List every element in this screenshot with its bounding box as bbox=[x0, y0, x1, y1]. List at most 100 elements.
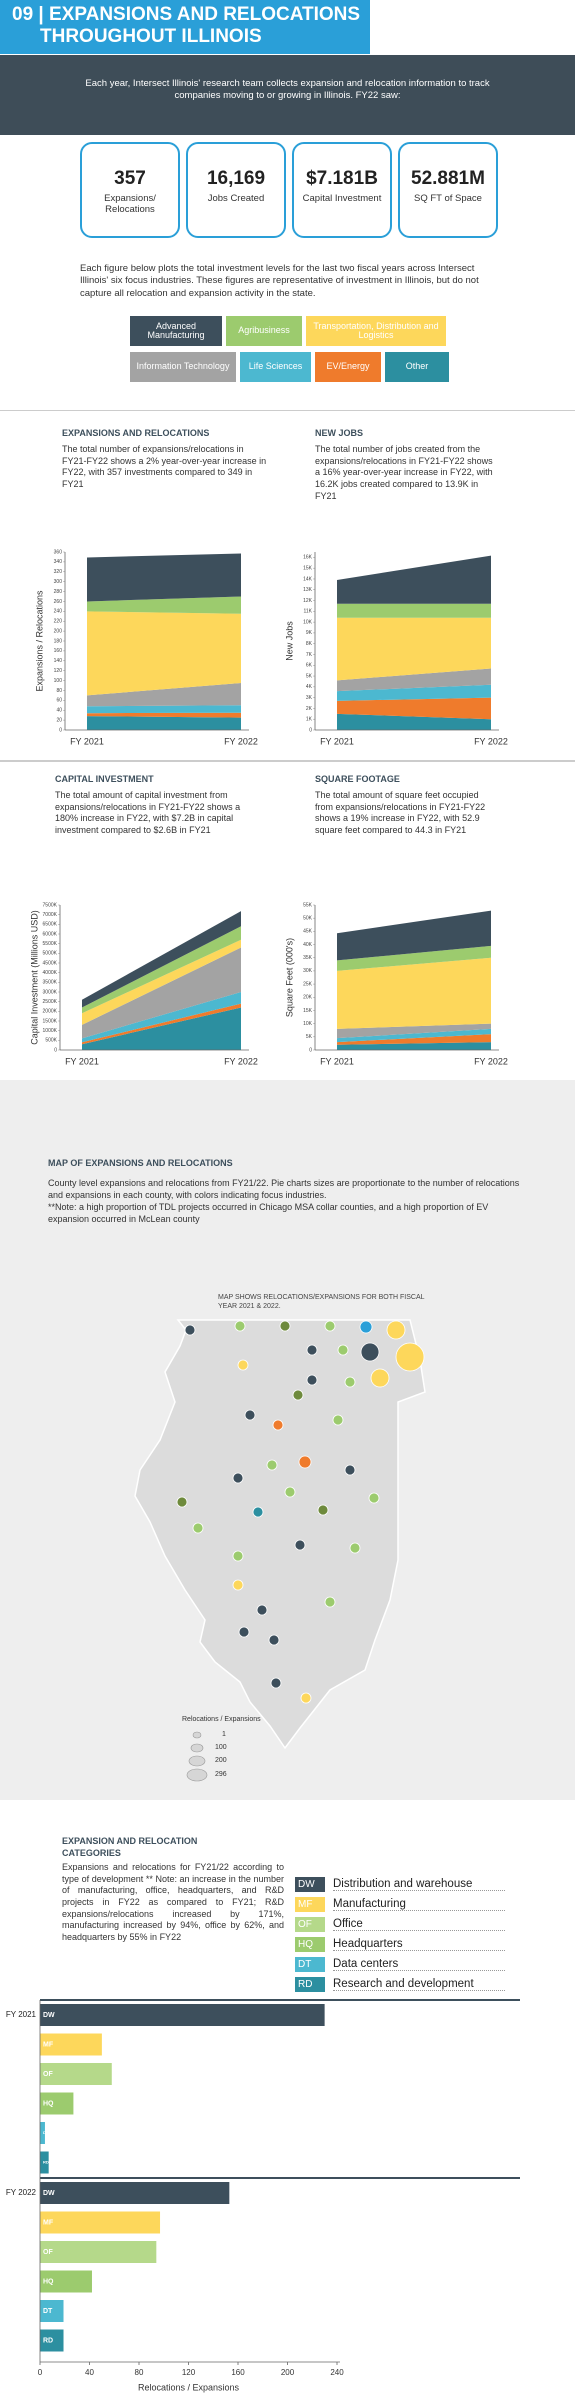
legend-item: Life Sciences bbox=[240, 352, 311, 382]
y-tick-label: 12K bbox=[303, 598, 313, 604]
area-segment bbox=[87, 553, 241, 602]
category-code: OF bbox=[295, 1917, 325, 1932]
area-segment bbox=[337, 945, 491, 971]
title-line: 09 | EXPANSIONS AND RELOCATIONS bbox=[12, 4, 361, 25]
area-segment bbox=[82, 992, 241, 1043]
chart-description: The total amount of capital investment f… bbox=[55, 790, 241, 836]
y-tick-label: 260 bbox=[54, 599, 63, 605]
y-tick-label: 0 bbox=[309, 727, 312, 733]
size-legend-marker bbox=[188, 1755, 206, 1767]
bar bbox=[40, 2004, 325, 2026]
chart-title: SQUARE FOOTAGE bbox=[315, 774, 400, 784]
y-tick-label: 160 bbox=[54, 648, 63, 654]
y-tick-label: 1K bbox=[306, 717, 313, 723]
map-marker bbox=[279, 1320, 291, 1332]
stat-value: 16,169 bbox=[206, 168, 266, 189]
category-legend-row: HQ Headquarters bbox=[295, 1936, 505, 1953]
stat-value: 52.881M bbox=[411, 168, 485, 189]
bar bbox=[40, 2211, 161, 2234]
y-tick-label: 35K bbox=[303, 955, 313, 961]
category-legend-row: DT Data centers bbox=[295, 1956, 505, 1973]
map-marker bbox=[324, 1320, 336, 1332]
category-name: Data centers bbox=[333, 1958, 505, 1971]
y-tick-label: 140 bbox=[54, 658, 63, 664]
categories-description: Expansions and relocations for FY21/22 a… bbox=[62, 1862, 284, 1943]
y-tick-label: 4000K bbox=[43, 970, 58, 976]
legend-item: Transportation, Distribution and Logisti… bbox=[306, 316, 446, 346]
y-tick-label: 80 bbox=[56, 688, 62, 694]
y-tick-label: 2000K bbox=[43, 1009, 58, 1015]
x-tick-label: FY 2021 bbox=[320, 1056, 354, 1066]
x-tick-label: FY 2022 bbox=[474, 736, 508, 746]
y-axis-label: Expansions / Relocations bbox=[34, 590, 44, 692]
category-name: Headquarters bbox=[333, 1938, 505, 1951]
bar bbox=[40, 2092, 74, 2115]
map-marker bbox=[232, 1472, 244, 1484]
bar-label: RD bbox=[43, 2160, 49, 2165]
y-tick-label: 15K bbox=[303, 566, 313, 572]
legend-item: Advanced Manufacturing bbox=[130, 316, 222, 346]
y-tick-label: 55K bbox=[303, 902, 313, 908]
area-segment bbox=[82, 939, 241, 1025]
stat-label: SQ FT of Space bbox=[414, 193, 482, 204]
area-segment bbox=[337, 668, 491, 692]
map-marker bbox=[244, 1409, 256, 1421]
y-tick-label: 40 bbox=[56, 708, 62, 714]
area-segment bbox=[82, 1003, 241, 1045]
y-tick-label: 16K bbox=[303, 555, 313, 561]
x-tick-label: 80 bbox=[135, 2368, 144, 2377]
y-tick-label: 20K bbox=[303, 995, 313, 1001]
x-tick-label: FY 2022 bbox=[224, 1056, 258, 1066]
stat-value: 357 bbox=[114, 168, 146, 189]
stat-label: Capital Investment bbox=[302, 193, 382, 204]
bar-label: OF bbox=[43, 2071, 53, 2078]
size-legend-marker bbox=[192, 1731, 202, 1739]
group-label: FY 2021 bbox=[6, 2010, 37, 2019]
map-marker bbox=[238, 1626, 250, 1638]
y-tick-label: 7000K bbox=[43, 912, 58, 918]
bar bbox=[40, 2329, 64, 2352]
map-marker bbox=[337, 1344, 349, 1356]
category-legend-row: OF Office bbox=[295, 1916, 505, 1933]
map-marker bbox=[332, 1414, 344, 1426]
y-tick-label: 100 bbox=[54, 678, 63, 684]
area-segment bbox=[87, 683, 241, 707]
group-label: FY 2022 bbox=[6, 2188, 37, 2197]
y-tick-label: 180 bbox=[54, 638, 63, 644]
area-segment bbox=[82, 1007, 241, 1050]
map-marker bbox=[270, 1677, 282, 1689]
y-tick-label: 4500K bbox=[43, 960, 58, 966]
x-tick-label: 120 bbox=[182, 2368, 196, 2377]
size-legend-marker bbox=[190, 1743, 204, 1753]
category-legend-row: RD Research and development bbox=[295, 1976, 505, 1993]
y-tick-label: 280 bbox=[54, 589, 63, 595]
title-band bbox=[0, 0, 370, 54]
area-segment bbox=[337, 1028, 491, 1043]
category-legend-row: MF Manufacturing bbox=[295, 1896, 505, 1913]
area-segment bbox=[337, 910, 491, 961]
state-outline bbox=[134, 1319, 426, 1750]
map-marker bbox=[317, 1504, 329, 1516]
y-tick-label: 1500K bbox=[43, 1018, 58, 1024]
bar bbox=[40, 2182, 230, 2204]
y-tick-label: 3K bbox=[306, 695, 313, 701]
stat-card: 52.881M SQ FT of Space bbox=[398, 142, 498, 238]
area-segment bbox=[337, 697, 491, 720]
y-tick-label: 0 bbox=[54, 1047, 57, 1053]
area-segment bbox=[337, 555, 491, 604]
map-marker bbox=[184, 1324, 196, 1336]
y-tick-label: 5K bbox=[306, 673, 313, 679]
category-name: Research and development bbox=[333, 1978, 505, 1991]
y-axis-label: Square Feet (000's) bbox=[284, 938, 294, 1017]
stat-card: $7.181B Capital Investment bbox=[292, 142, 392, 238]
y-tick-label: 3000K bbox=[43, 989, 58, 995]
map-marker bbox=[294, 1539, 306, 1551]
y-tick-label: 0 bbox=[309, 1047, 312, 1053]
bar-label: HQ bbox=[43, 2100, 54, 2107]
bar bbox=[40, 2122, 45, 2144]
legend-item: Other bbox=[385, 352, 449, 382]
area-segment bbox=[337, 617, 491, 681]
y-tick-label: 13K bbox=[303, 587, 313, 593]
x-tick-label: FY 2021 bbox=[70, 736, 104, 746]
size-legend-label: 296 bbox=[215, 1771, 227, 1778]
